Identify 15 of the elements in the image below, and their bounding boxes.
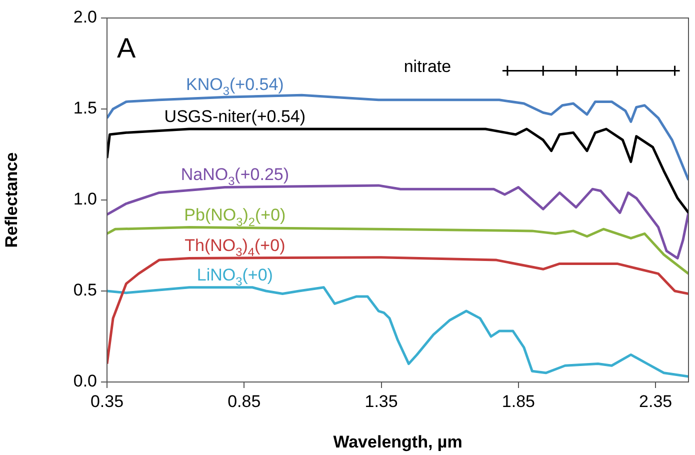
x-tick-label: 0.85 xyxy=(228,392,261,411)
y-tick-label: 1.0 xyxy=(73,190,97,209)
series-label: USGS-niter(+0.54) xyxy=(164,107,306,126)
x-tick-label: 1.35 xyxy=(364,392,398,411)
y-tick-label: 1.5 xyxy=(73,98,97,118)
y-tick-label: 0.0 xyxy=(73,372,97,391)
annotation: nitrate xyxy=(404,56,452,76)
y-tick-label: 0.5 xyxy=(73,280,97,300)
x-tick-label: 1.85 xyxy=(502,392,535,411)
x-tick-label: 2.35 xyxy=(639,392,672,411)
y-tick-label: 2.0 xyxy=(73,8,97,27)
annotation: A xyxy=(117,32,136,64)
x-axis-title: Wavelength, µm xyxy=(333,432,462,452)
x-tick-label: 0.35 xyxy=(90,392,124,411)
y-axis-title: Reflectance xyxy=(2,152,21,248)
